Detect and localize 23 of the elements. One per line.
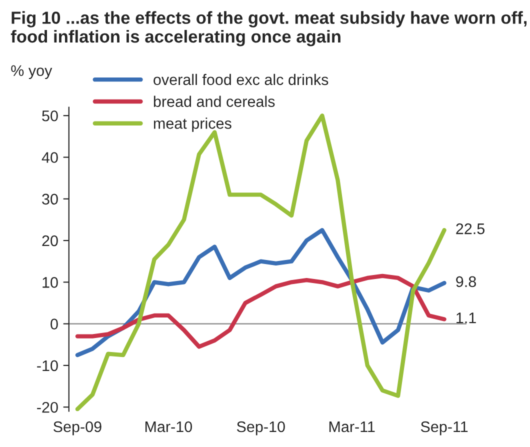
- line-series: [75, 274, 446, 349]
- x-tick-label: Sep-11: [420, 421, 468, 436]
- y-tick-label: 20: [42, 235, 58, 246]
- y-tick-label: 10: [42, 277, 58, 288]
- legend-label: meat prices: [154, 118, 232, 132]
- chart-title: Fig 10 ...as the effects of the govt. meat subsidy have worn off, food inflation is accelerating once again: [10, 11, 527, 46]
- y-tick-label: 40: [42, 152, 58, 163]
- annotation: 1.1: [456, 312, 476, 324]
- y-tick-label: -10: [37, 360, 58, 372]
- legend-label: bread and cereals: [154, 96, 275, 107]
- y-tick-label: 0: [50, 318, 58, 330]
- x-tick-label: Mar-10: [145, 421, 192, 432]
- x-tick-label: Sep-10: [236, 421, 285, 436]
- y-tick-label: 50: [42, 110, 58, 122]
- annotation: 22.5: [456, 223, 484, 234]
- x-tick-label: Mar-11: [329, 422, 375, 432]
- y-tick-label: 30: [42, 194, 58, 205]
- y-axis-title: % yoy: [11, 65, 52, 80]
- line-series: [75, 114, 446, 412]
- annotation: 9.8: [456, 276, 476, 288]
- x-tick-label: Sep-09: [54, 421, 102, 436]
- y-tick-label: -20: [37, 402, 58, 413]
- legend-label: overall food exc alc drinks: [154, 74, 328, 86]
